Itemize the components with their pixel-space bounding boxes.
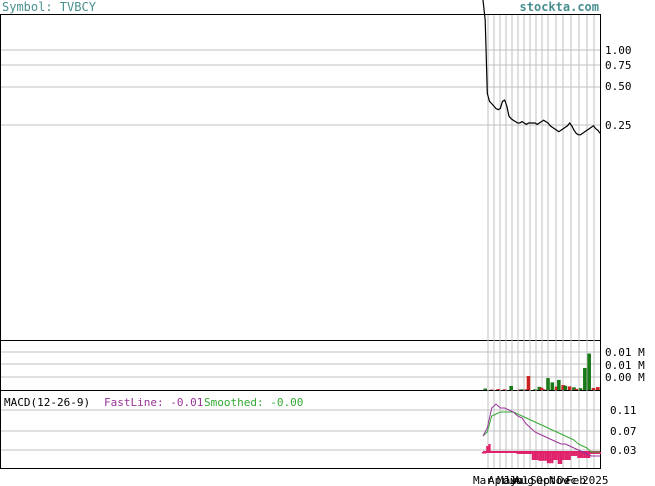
x-axis-label: Apr — [488, 474, 508, 486]
volume-series — [483, 353, 600, 390]
x-axis-label: 2025 — [582, 474, 609, 486]
price-line — [482, 0, 601, 136]
macd-histogram-bar — [566, 452, 569, 460]
site-label: stockta.com — [519, 0, 599, 14]
macd-tick-label: 0.03 — [610, 444, 637, 457]
volume-bar — [537, 386, 542, 390]
volume-bar — [574, 388, 578, 390]
macd-histogram-bar — [564, 452, 567, 460]
volume-bar — [583, 367, 587, 390]
volume-bar — [578, 388, 583, 390]
macd-histogram-bar — [549, 452, 552, 464]
macd-tick-label: 0.11 — [610, 404, 637, 417]
x-axis-label: Jun — [503, 474, 523, 486]
macd-fastline-label: FastLine: -0.01 — [104, 396, 203, 409]
x-axis-label: May — [497, 474, 517, 486]
macd-histogram-bar — [553, 452, 556, 460]
macd-histogram-bar — [579, 452, 582, 458]
macd-histogram-bar — [531, 452, 534, 460]
price-panel — [0, 14, 601, 341]
macd-histogram-bar — [581, 452, 584, 458]
price-tick-label: 1.00 — [605, 44, 632, 57]
macd-series — [481, 403, 602, 464]
macd-histogram-bar — [536, 452, 539, 460]
macd-histogram-bar — [559, 452, 563, 464]
volume-bar — [533, 389, 537, 390]
macd-histogram-bar — [572, 452, 576, 456]
volume-bar — [587, 353, 591, 390]
volume-bar — [567, 386, 572, 390]
x-axis-label: Oct — [536, 474, 556, 486]
x-axis-label: Aug — [514, 474, 534, 486]
macd-histogram-bar — [575, 452, 578, 456]
macd-histogram-bar — [585, 452, 589, 458]
macd-histogram-bar — [551, 452, 554, 464]
price-series — [482, 0, 601, 136]
volume-tick-label: 0.00 M — [605, 371, 645, 384]
macd-histogram-bar — [538, 452, 541, 461]
macd-smoothed-line — [482, 411, 600, 453]
volume-bar — [561, 385, 565, 390]
volume-bar — [563, 385, 568, 390]
volume-bar — [539, 387, 544, 390]
macd-histogram-bar — [544, 452, 547, 461]
volume-bar — [509, 385, 513, 390]
volume-bar — [483, 388, 487, 390]
price-tick-label: 0.50 — [605, 80, 632, 93]
volume-bar — [502, 389, 507, 390]
macd-histogram-bar — [568, 452, 571, 460]
volume-bar — [596, 387, 600, 390]
volume-bar — [541, 389, 546, 390]
macd-histogram-bar — [533, 452, 537, 460]
volume-bar — [550, 382, 555, 390]
volume-bar — [524, 389, 529, 390]
macd-histogram-bar — [583, 452, 586, 458]
macd-histogram-bar — [555, 452, 558, 460]
macd-histogram-bar — [562, 452, 565, 460]
volume-bar — [591, 387, 596, 390]
macd-histogram-bar — [570, 452, 573, 456]
grid-lines — [1, 15, 600, 468]
macd-histogram-bar — [488, 444, 491, 452]
symbol-label: Symbol: TVBCY — [2, 0, 96, 14]
volume-bar — [546, 378, 550, 390]
macd-histogram-bar — [542, 452, 545, 461]
macd-title: MACD(12-26-9) — [4, 396, 90, 409]
macd-panel — [0, 390, 601, 469]
macd-smoothed-label: Smoothed: -0.00 — [204, 396, 303, 409]
volume-bar — [526, 376, 531, 390]
volume-bar — [572, 387, 576, 390]
macd-histogram-bar — [577, 452, 580, 458]
x-axis-label: Dec — [557, 474, 577, 486]
volume-bar — [557, 379, 561, 390]
macd-fastline — [482, 403, 600, 457]
volume-bar — [520, 389, 524, 390]
x-axis-label: Mar — [473, 474, 493, 486]
price-tick-label: 0.75 — [605, 59, 632, 72]
x-axis-label: Jul — [509, 474, 529, 486]
macd-histogram-bar — [557, 452, 560, 464]
volume-tick-label: 0.01 M — [605, 346, 645, 359]
macd-histogram-bar — [546, 452, 550, 464]
macd-histogram-bar — [540, 452, 543, 461]
x-axis-label: Sep — [530, 474, 550, 486]
x-axis-label: Nov — [549, 474, 569, 486]
macd-tick-label: 0.07 — [610, 425, 637, 438]
volume-bar — [554, 386, 559, 390]
volume-bar — [496, 389, 500, 390]
x-axis-label: Feb — [566, 474, 586, 486]
macd-histogram-bar — [486, 446, 489, 452]
price-tick-label: 0.25 — [605, 119, 632, 132]
volume-panel — [0, 340, 601, 391]
volume-tick-label: 0.01 M — [605, 359, 645, 372]
